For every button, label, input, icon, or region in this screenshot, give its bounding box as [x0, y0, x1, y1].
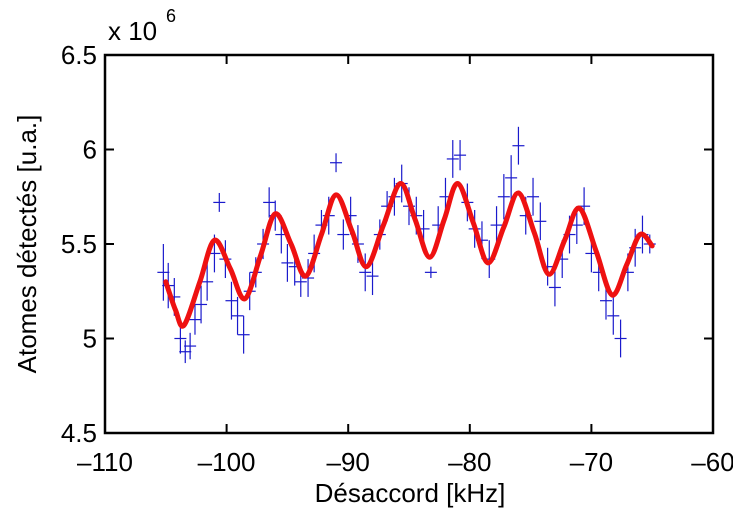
x-tick-label: –90 — [327, 447, 370, 477]
x-tick-label: –110 — [77, 447, 133, 477]
y-multiplier-exponent: 6 — [166, 6, 176, 26]
x-tick-label: –80 — [448, 447, 491, 477]
y-tick-label: 6 — [83, 135, 97, 165]
fit-line — [163, 181, 655, 329]
x-tick-label: –100 — [198, 447, 256, 477]
y-tick-label: 4.5 — [61, 418, 97, 448]
y-multiplier: x 10 — [108, 16, 157, 46]
y-tick-label: 5.5 — [61, 229, 97, 259]
x-axis-label: Désaccord [kHz] — [315, 478, 506, 508]
x-tick-label: –70 — [570, 447, 613, 477]
y-tick-label: 5 — [83, 324, 97, 354]
plot-frame — [103, 53, 715, 435]
x-tick-label: –60 — [691, 447, 733, 477]
y-axis-label: Atomes détectés [u.a.] — [12, 115, 42, 374]
y-tick-label: 6.5 — [61, 40, 97, 70]
